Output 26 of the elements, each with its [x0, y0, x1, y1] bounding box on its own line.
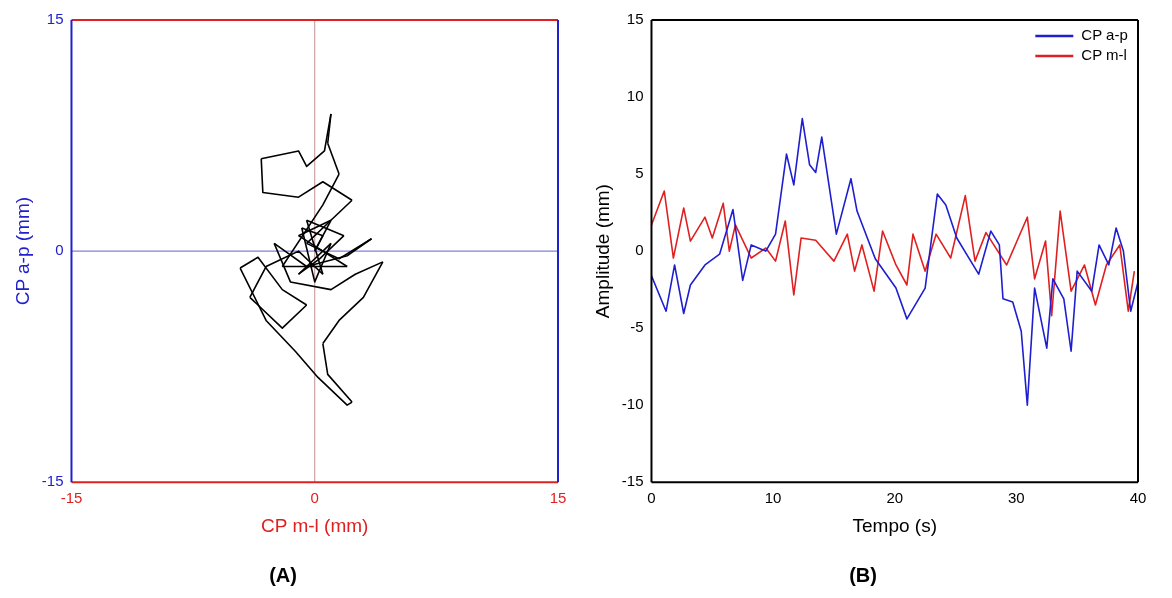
x-tick-label: 0: [310, 489, 319, 507]
x-tick-label: 0: [647, 489, 656, 507]
y-tick-label: -15: [621, 472, 644, 490]
x-tick-label: 15: [549, 489, 567, 507]
legend-label: CP m-l: [1081, 46, 1127, 64]
x-axis-title: Tempo (s): [852, 514, 937, 536]
y-tick-label: -10: [621, 395, 644, 413]
y-tick-label: 0: [55, 241, 64, 259]
y-axis-title: Amplitude (mm): [591, 184, 613, 319]
y-tick-label: 15: [46, 10, 64, 28]
x-tick-label: 10: [764, 489, 782, 507]
legend-label: CP a-p: [1081, 26, 1128, 44]
y-tick-label: 10: [626, 87, 644, 105]
x-tick-label: 20: [886, 489, 904, 507]
y-tick-label: -5: [630, 318, 644, 336]
y-tick-label: 0: [635, 241, 644, 259]
x-axis-title: CP m-l (mm): [261, 514, 369, 536]
y-tick-label: 15: [626, 10, 644, 28]
y-tick-label: 5: [635, 164, 644, 182]
text: (B): [849, 563, 877, 586]
y-axis-title: CP a-p (mm): [11, 196, 33, 306]
x-tick-label: 30: [1008, 489, 1025, 507]
y-tick-label: -15: [41, 472, 64, 490]
x-tick-label: 40: [1129, 489, 1147, 507]
x-tick-label: -15: [60, 489, 83, 507]
text: (A): [269, 563, 297, 586]
